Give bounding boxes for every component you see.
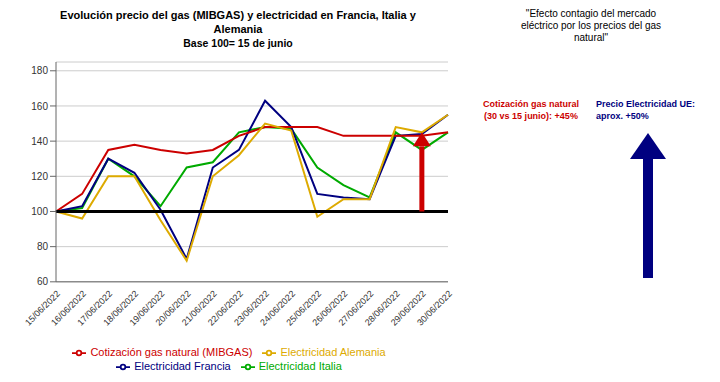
- svg-text:17/06/2022: 17/06/2022: [75, 288, 115, 328]
- html-text:"Efecto contagio del mercado e: "Efecto contagio del mercado eléctrico p…: [521, 8, 661, 43]
- svg-text:24/06/2022: 24/06/2022: [258, 288, 298, 328]
- svg-text:100: 100: [31, 206, 48, 217]
- svg-text:160: 160: [31, 101, 48, 112]
- html-text:Cotización gas natural (MIBGAS: Cotización gas natural (MIBGAS): [90, 345, 253, 358]
- svg-text:140: 140: [31, 136, 48, 147]
- html-text:Electricidad Francia: Electricidad Francia: [134, 359, 231, 372]
- svg-text:23/06/2022: 23/06/2022: [232, 288, 271, 328]
- svg-text:22/06/2022: 22/06/2022: [205, 288, 245, 328]
- svg-text:27/06/2022: 27/06/2022: [336, 288, 376, 328]
- svg-text:19/06/2022: 19/06/2022: [127, 288, 167, 328]
- svg-text:120: 120: [31, 171, 48, 182]
- html-text:Electricidad Alemania: Electricidad Alemania: [280, 345, 386, 358]
- svg-text:16/06/2022: 16/06/2022: [49, 288, 89, 328]
- svg-text:21/06/2022: 21/06/2022: [179, 288, 219, 328]
- svg-text:18/06/2022: 18/06/2022: [101, 288, 141, 328]
- html-text:Base 100= 15 de junio: Base 100= 15 de junio: [183, 37, 293, 49]
- html-text:Electricidad Italia: Electricidad Italia: [258, 359, 342, 372]
- svg-text:28/06/2022: 28/06/2022: [362, 288, 402, 328]
- html-text:Cotización gas natural (30 vs: Cotización gas natural (30 vs 15 junio):…: [483, 99, 579, 121]
- svg-text:29/06/2022: 29/06/2022: [388, 288, 428, 328]
- html-text:Precio Electricidad UE: aprox.: Precio Electricidad UE: aprox. +50%: [596, 99, 695, 121]
- svg-text:15/06/2022: 15/06/2022: [23, 288, 62, 328]
- html-text:Evolución precio del gas (MIBG: Evolución precio del gas (MIBGAS) y elec…: [60, 9, 416, 21]
- svg-text:180: 180: [31, 65, 48, 76]
- svg-text:30/06/2022: 30/06/2022: [415, 289, 454, 328]
- svg-text:80: 80: [37, 241, 49, 252]
- svg-text:26/06/2022: 26/06/2022: [310, 288, 350, 328]
- html-text:Alemania: Alemania: [213, 23, 263, 35]
- svg-text:25/06/2022: 25/06/2022: [284, 288, 324, 328]
- svg-text:20/06/2022: 20/06/2022: [153, 288, 193, 328]
- svg-text:60: 60: [37, 276, 49, 287]
